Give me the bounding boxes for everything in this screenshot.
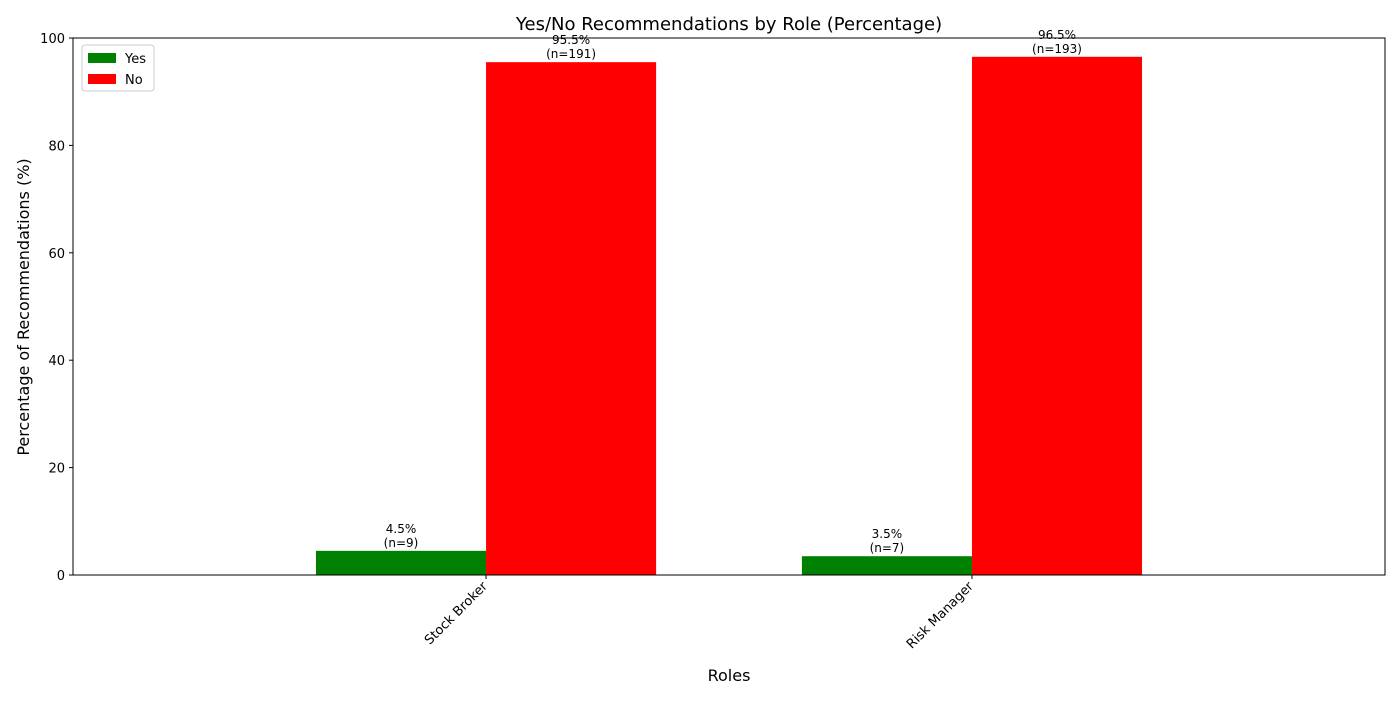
data-label-no-1: 95.5% xyxy=(552,33,590,47)
bar-yes-2 xyxy=(801,556,972,575)
data-label-yes-1: 4.5% xyxy=(386,522,417,536)
y-tick-label: 20 xyxy=(48,462,65,477)
data-label-no-2: 96.5% xyxy=(1038,28,1076,42)
plot-frame xyxy=(72,37,1386,576)
data-label-no-1: (n=191) xyxy=(546,47,596,61)
legend-swatch-no xyxy=(88,74,116,84)
chart-title: Yes/No Recommendations by Role (Percenta… xyxy=(515,14,942,35)
y-tick-label: 100 xyxy=(40,32,65,47)
y-axis-label: Percentage of Recommendations (%) xyxy=(14,158,33,455)
bar-yes-1 xyxy=(315,550,487,575)
legend: Yes No xyxy=(81,44,155,92)
legend-swatch-yes xyxy=(88,53,116,63)
y-tick-label: 0 xyxy=(57,569,65,584)
x-tick-label: Risk Manager xyxy=(904,579,977,652)
y-tick-label: 40 xyxy=(48,354,65,369)
data-label-yes-2: (n=7) xyxy=(870,541,905,555)
y-tick-label: 80 xyxy=(48,139,65,154)
data-label-no-2: (n=193) xyxy=(1032,42,1082,56)
data-label-yes-1: (n=9) xyxy=(384,536,419,550)
x-axis-label: Roles xyxy=(708,666,751,685)
bar-no-1 xyxy=(486,62,657,576)
bars-layer xyxy=(315,56,1143,576)
legend-label-yes: Yes xyxy=(124,52,146,67)
y-tick-label: 60 xyxy=(48,247,65,262)
axes-layer: 0 20 40 60 80 100 Stock Broker Risk Manager xyxy=(40,32,1386,652)
x-tick-label: Stock Broker xyxy=(422,579,491,648)
bar-no-2 xyxy=(971,56,1143,576)
data-label-yes-2: 3.5% xyxy=(872,527,903,541)
legend-label-no: No xyxy=(125,73,143,88)
